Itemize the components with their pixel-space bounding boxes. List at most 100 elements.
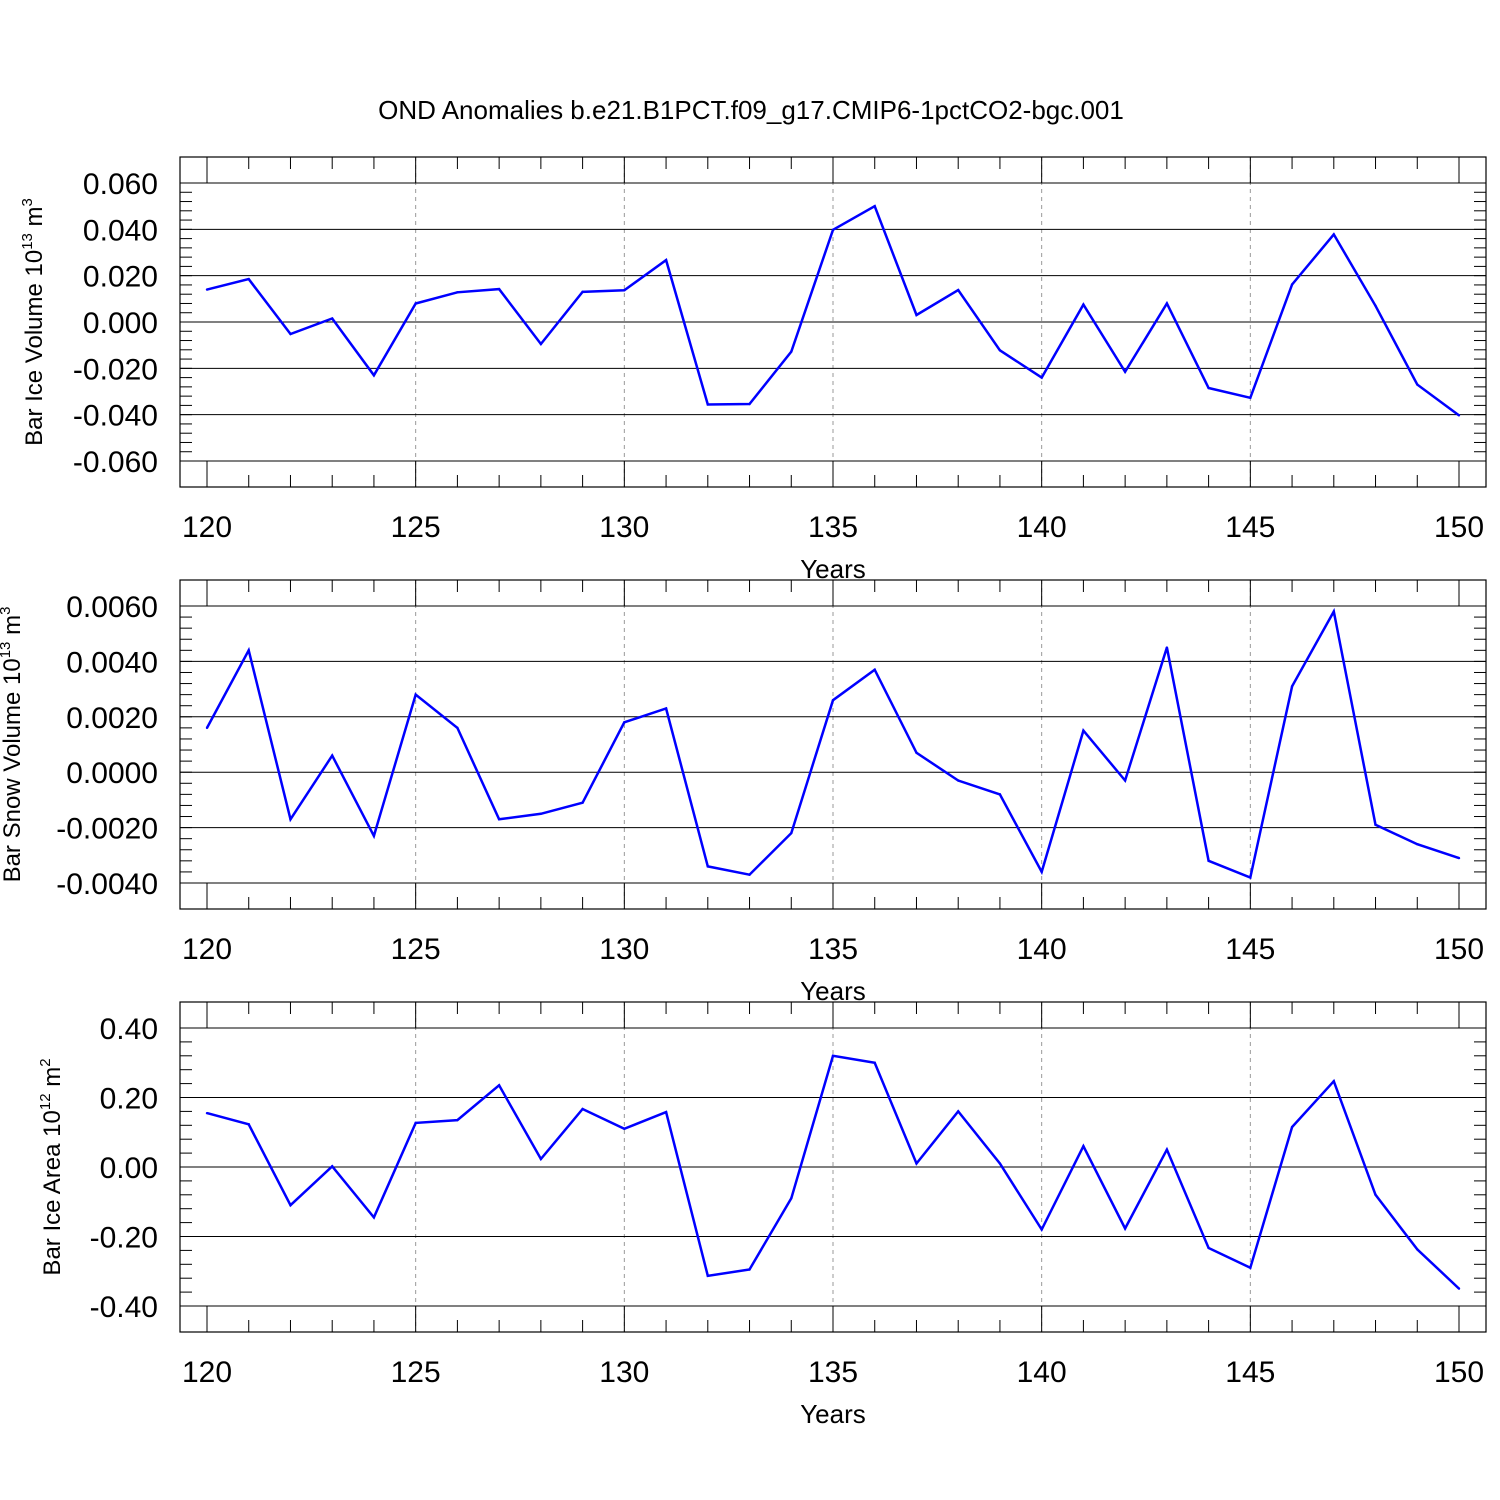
panel-3-data-point — [915, 1162, 918, 1165]
panel-2-y-axis-label-part: 13 — [0, 642, 14, 659]
panel-3-y-tick-label: -0.20 — [90, 1222, 158, 1255]
panel-2-data-point — [706, 865, 709, 868]
panel-2-x-tick-label: 150 — [1434, 933, 1484, 966]
panel-3-x-tick-label: 145 — [1225, 1356, 1275, 1389]
panel-2-x-tick-label: 135 — [808, 933, 858, 966]
panel-2-data-point — [664, 707, 668, 710]
panel-1-y-tick-label: 0.000 — [83, 307, 158, 340]
panel-3-data-point — [1249, 1266, 1252, 1269]
panel-2-data-point — [790, 831, 793, 835]
panel-2-data-point — [957, 779, 960, 782]
panel-2-y-axis-label-part: Bar Snow Volume 10 — [0, 658, 26, 882]
panel-2-data-point — [1165, 646, 1169, 649]
panel-1-data-point — [1416, 383, 1419, 386]
panel-1-data-point — [581, 290, 584, 294]
panel-1-x-tick-label: 125 — [391, 511, 441, 544]
panel-3-data-point — [247, 1123, 250, 1126]
panel-1-x-axis-label: Years — [800, 554, 866, 584]
panel-2-data-point — [205, 726, 209, 730]
chart-title: OND Anomalies b.e21.B1PCT.f09_g17.CMIP6-… — [378, 95, 1124, 125]
panel-2-data-point — [497, 818, 501, 821]
panel-1-data-point — [706, 403, 709, 406]
panel-1-data-point — [790, 350, 793, 353]
panel-1-data-point — [873, 204, 876, 208]
panel-1-y-axis-label-part: 3 — [19, 198, 36, 206]
panel-3-data-point — [539, 1157, 543, 1161]
panel-3-x-tick-label: 130 — [599, 1356, 649, 1389]
panel-2-y-tick-label: 0.0040 — [66, 646, 158, 679]
panel-2-x-tick-label: 120 — [182, 933, 232, 966]
panel-2-x-tick-label: 140 — [1017, 933, 1067, 966]
panel-2-data-point — [1290, 685, 1294, 688]
panel-2-data-point — [1123, 779, 1127, 782]
panel-2-y-tick-label: 0.0020 — [66, 702, 158, 735]
panel-2-data-point — [289, 818, 292, 821]
panel-1-data-point — [372, 374, 376, 377]
panel-1-data-point — [957, 288, 960, 292]
panel-3-data-point — [831, 1054, 835, 1058]
panel-2-data-point — [581, 801, 584, 804]
panel-3-y-axis-label-part: 12 — [37, 1093, 54, 1110]
panel-3-data-point — [372, 1216, 376, 1219]
panel-3-data-point — [748, 1268, 751, 1271]
panel-3-data-point — [1374, 1193, 1377, 1197]
panel-3-data-point — [456, 1118, 459, 1122]
panel-3-data-point — [1457, 1287, 1461, 1290]
panel-1-y-tick-label: -0.060 — [73, 446, 158, 479]
panel-1-data-point — [456, 291, 459, 294]
panel-3-data-point — [581, 1107, 584, 1111]
panel-2-data-point — [331, 754, 334, 757]
panel-1-y-tick-label: -0.040 — [73, 400, 158, 433]
panel-1-data-point — [998, 349, 1002, 352]
panel-2-x-axis-label: Years — [800, 976, 866, 1006]
panel-3-y-axis-label-part: Bar Ice Area 10 — [39, 1110, 66, 1275]
panel-2-data-point — [1374, 823, 1377, 827]
panel-3-data-point — [873, 1061, 876, 1064]
panel-3-y-tick-label: 0.20 — [100, 1083, 158, 1116]
panel-1-x-tick-label: 150 — [1434, 511, 1484, 544]
panel-3-data-point — [664, 1110, 668, 1114]
panel-3-data-point — [998, 1162, 1002, 1165]
panel-1-data-point — [497, 287, 501, 291]
panel-3-y-tick-label: 0.40 — [100, 1013, 158, 1046]
panel-1-x-tick-label: 130 — [599, 511, 649, 544]
panel-3-data-point — [1123, 1227, 1127, 1230]
panel-1-data-point — [1290, 283, 1294, 286]
panel-1-data-point — [539, 342, 543, 346]
panel-3-x-tick-label: 135 — [808, 1356, 858, 1389]
panel-2-data-point — [1332, 610, 1336, 613]
panel-3-data-point — [1332, 1079, 1336, 1083]
panel-3-data-point — [623, 1127, 626, 1130]
panel-1-data-point — [414, 302, 417, 305]
panel-1-data-point — [1207, 386, 1210, 390]
panel-1-data-point — [1123, 370, 1127, 374]
panel-1-data-point — [1332, 233, 1336, 236]
panel-2-data-point — [1249, 876, 1252, 879]
panel-3-y-axis-label-part: m — [39, 1067, 66, 1094]
panel-2-x-tick-label: 130 — [599, 933, 649, 966]
panel-1-y-tick-label: 0.040 — [83, 214, 158, 247]
panel-3-data-point — [1082, 1144, 1085, 1148]
panel-1-y-axis-label-part: Bar Ice Volume 10 — [21, 250, 48, 446]
panel-3-data-point — [790, 1197, 793, 1200]
panel-3-x-tick-label: 120 — [182, 1356, 232, 1389]
panel-1-data-point — [831, 228, 835, 231]
panel-1-data-point — [748, 402, 751, 406]
panel-2-y-tick-label: 0.0000 — [66, 757, 158, 790]
panel-3-x-tick-label: 150 — [1434, 1356, 1484, 1389]
panel-1-y-tick-label: -0.020 — [73, 353, 158, 386]
panel-2-x-tick-label: 145 — [1225, 933, 1275, 966]
panel-1-data-point — [664, 258, 668, 262]
panel-1-data-point — [331, 317, 334, 320]
panel-3-data-point — [1165, 1148, 1169, 1151]
panel-2-data-point — [1416, 843, 1419, 846]
panel-2-y-axis-label-part: m — [0, 615, 26, 642]
panel-3-data-point — [1290, 1125, 1294, 1129]
panel-1-data-point — [289, 332, 292, 336]
panel-2-data-point — [1207, 859, 1210, 863]
panel-3-data-point — [289, 1204, 292, 1207]
panel-1-data-point — [915, 313, 918, 317]
panel-1-data-point — [1374, 304, 1377, 307]
panel-1-data-point — [1082, 303, 1085, 306]
